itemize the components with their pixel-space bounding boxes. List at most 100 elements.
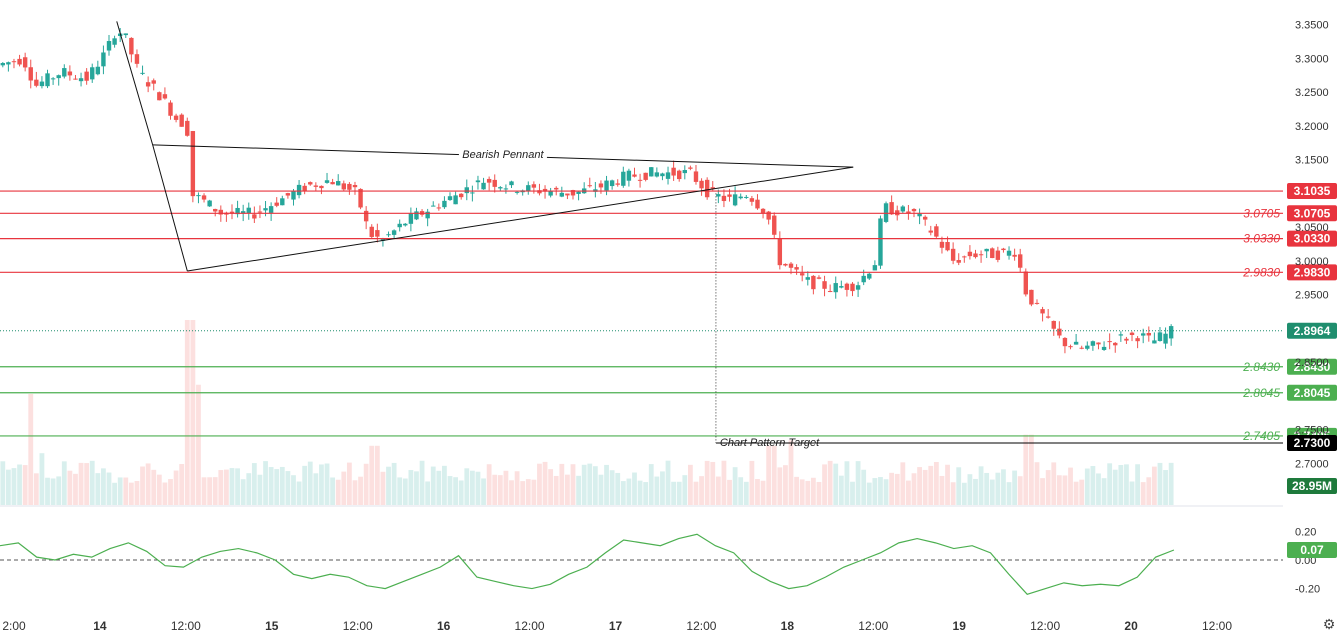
candle-body (794, 267, 799, 270)
resistance-level-2-tag (1287, 205, 1337, 222)
candle-body (447, 196, 453, 201)
volume-bar (1028, 434, 1034, 505)
candle-body (850, 283, 855, 292)
volume-bar (978, 466, 984, 505)
volume-bar (900, 462, 906, 505)
candle-body (973, 253, 978, 258)
volume-bar (201, 477, 207, 505)
candle-body (693, 171, 699, 182)
price-tick-label: 3.3500 (1295, 20, 1329, 32)
volume-bar (922, 469, 928, 505)
candle-body (604, 180, 609, 191)
price-tick-label: 3.0500 (1295, 222, 1329, 234)
volume-bar (235, 468, 240, 505)
candle-body (123, 33, 128, 36)
candle-body (39, 81, 45, 87)
volume-bar (738, 477, 744, 505)
candle-body (704, 179, 710, 198)
volume-bar (397, 477, 403, 505)
pennant-lower-line (187, 166, 854, 272)
candle-body (542, 188, 548, 192)
candle-body (956, 260, 961, 263)
candle-body (744, 196, 749, 198)
resistance-level-3-tag (1287, 230, 1337, 247)
candle-body (1113, 342, 1118, 346)
volume-bar (335, 479, 341, 505)
candle-body (498, 187, 503, 189)
volume-bar (1079, 479, 1085, 505)
volume-bar (313, 473, 319, 505)
volume-bar (665, 460, 671, 505)
volume-bar (1017, 476, 1023, 505)
candle-body (844, 283, 850, 290)
volume-bar (442, 465, 447, 505)
volume-bar (671, 481, 677, 505)
candle-body (682, 170, 688, 174)
volume-bars (0, 320, 1174, 505)
volume-bar (212, 477, 218, 505)
price-tick-label: 2.7000 (1295, 458, 1329, 470)
pattern-label-bg (458, 146, 547, 161)
volume-bar (542, 461, 548, 505)
candle-body (363, 210, 369, 222)
candle-body (341, 183, 346, 190)
candle-body (514, 191, 520, 193)
candle-body (274, 202, 279, 206)
volume-bar (56, 476, 62, 505)
candle-body (721, 195, 727, 202)
volume-bar (989, 479, 995, 505)
volume-bar (380, 471, 386, 505)
volume-bar (352, 480, 358, 505)
candle-body (531, 184, 537, 188)
volume-bar (78, 462, 84, 505)
candle-body (453, 195, 458, 205)
volume-bar (850, 481, 855, 505)
candle-body (1157, 332, 1163, 342)
time-axis[interactable]: 2:00 14 12:00 15 12:00 16 12:00 17 12:00 18 12:00 1… (2, 619, 1232, 633)
volume-bar (604, 464, 609, 505)
time-tick-label: 12:00 (1030, 619, 1060, 633)
volume-bar (693, 481, 699, 505)
volume-bar (1107, 463, 1113, 505)
volume-bar (430, 466, 436, 505)
volume-bar (1068, 467, 1073, 505)
candle-body (615, 183, 620, 185)
price-tick-label: 3.3000 (1295, 53, 1329, 65)
volume-bar (632, 472, 637, 505)
candle-body (671, 167, 676, 176)
time-tick-label: 14 (93, 619, 107, 633)
candle-body (218, 209, 224, 215)
volume-bar (973, 478, 978, 505)
candle-body (134, 54, 140, 64)
volume-bar (525, 479, 531, 505)
volume-bar (805, 480, 811, 505)
volume-bar (928, 465, 934, 505)
candle-body (738, 196, 743, 199)
candle-body (962, 256, 967, 258)
volume-bar (1051, 462, 1057, 505)
price-tick-label: 2.8500 (1295, 357, 1329, 369)
volume-bar (112, 482, 117, 505)
gear-icon[interactable]: ⚙ (1322, 617, 1336, 633)
volume-bar (637, 480, 643, 505)
volume-bar (134, 481, 140, 505)
candle-body (855, 285, 861, 290)
volume-bar (576, 475, 581, 505)
candle-body (922, 216, 928, 220)
volume-bar (1084, 468, 1090, 505)
volume-bar (346, 462, 352, 505)
candle-body (470, 192, 475, 194)
candle-body (565, 193, 570, 196)
candle-body (570, 190, 576, 196)
volume-bar (246, 473, 252, 505)
volume-bar (503, 470, 509, 505)
volume-bar (402, 478, 408, 505)
candle-body (352, 184, 358, 188)
price-axis[interactable]: 3.3500 3.3000 3.2500 3.2000 3.1500 3.0500 3.00… (1295, 20, 1329, 471)
volume-bar (509, 480, 514, 505)
candle-body (526, 185, 531, 191)
volume-bar (307, 461, 313, 505)
volume-bar (251, 463, 257, 505)
volume-bar (1096, 473, 1101, 505)
